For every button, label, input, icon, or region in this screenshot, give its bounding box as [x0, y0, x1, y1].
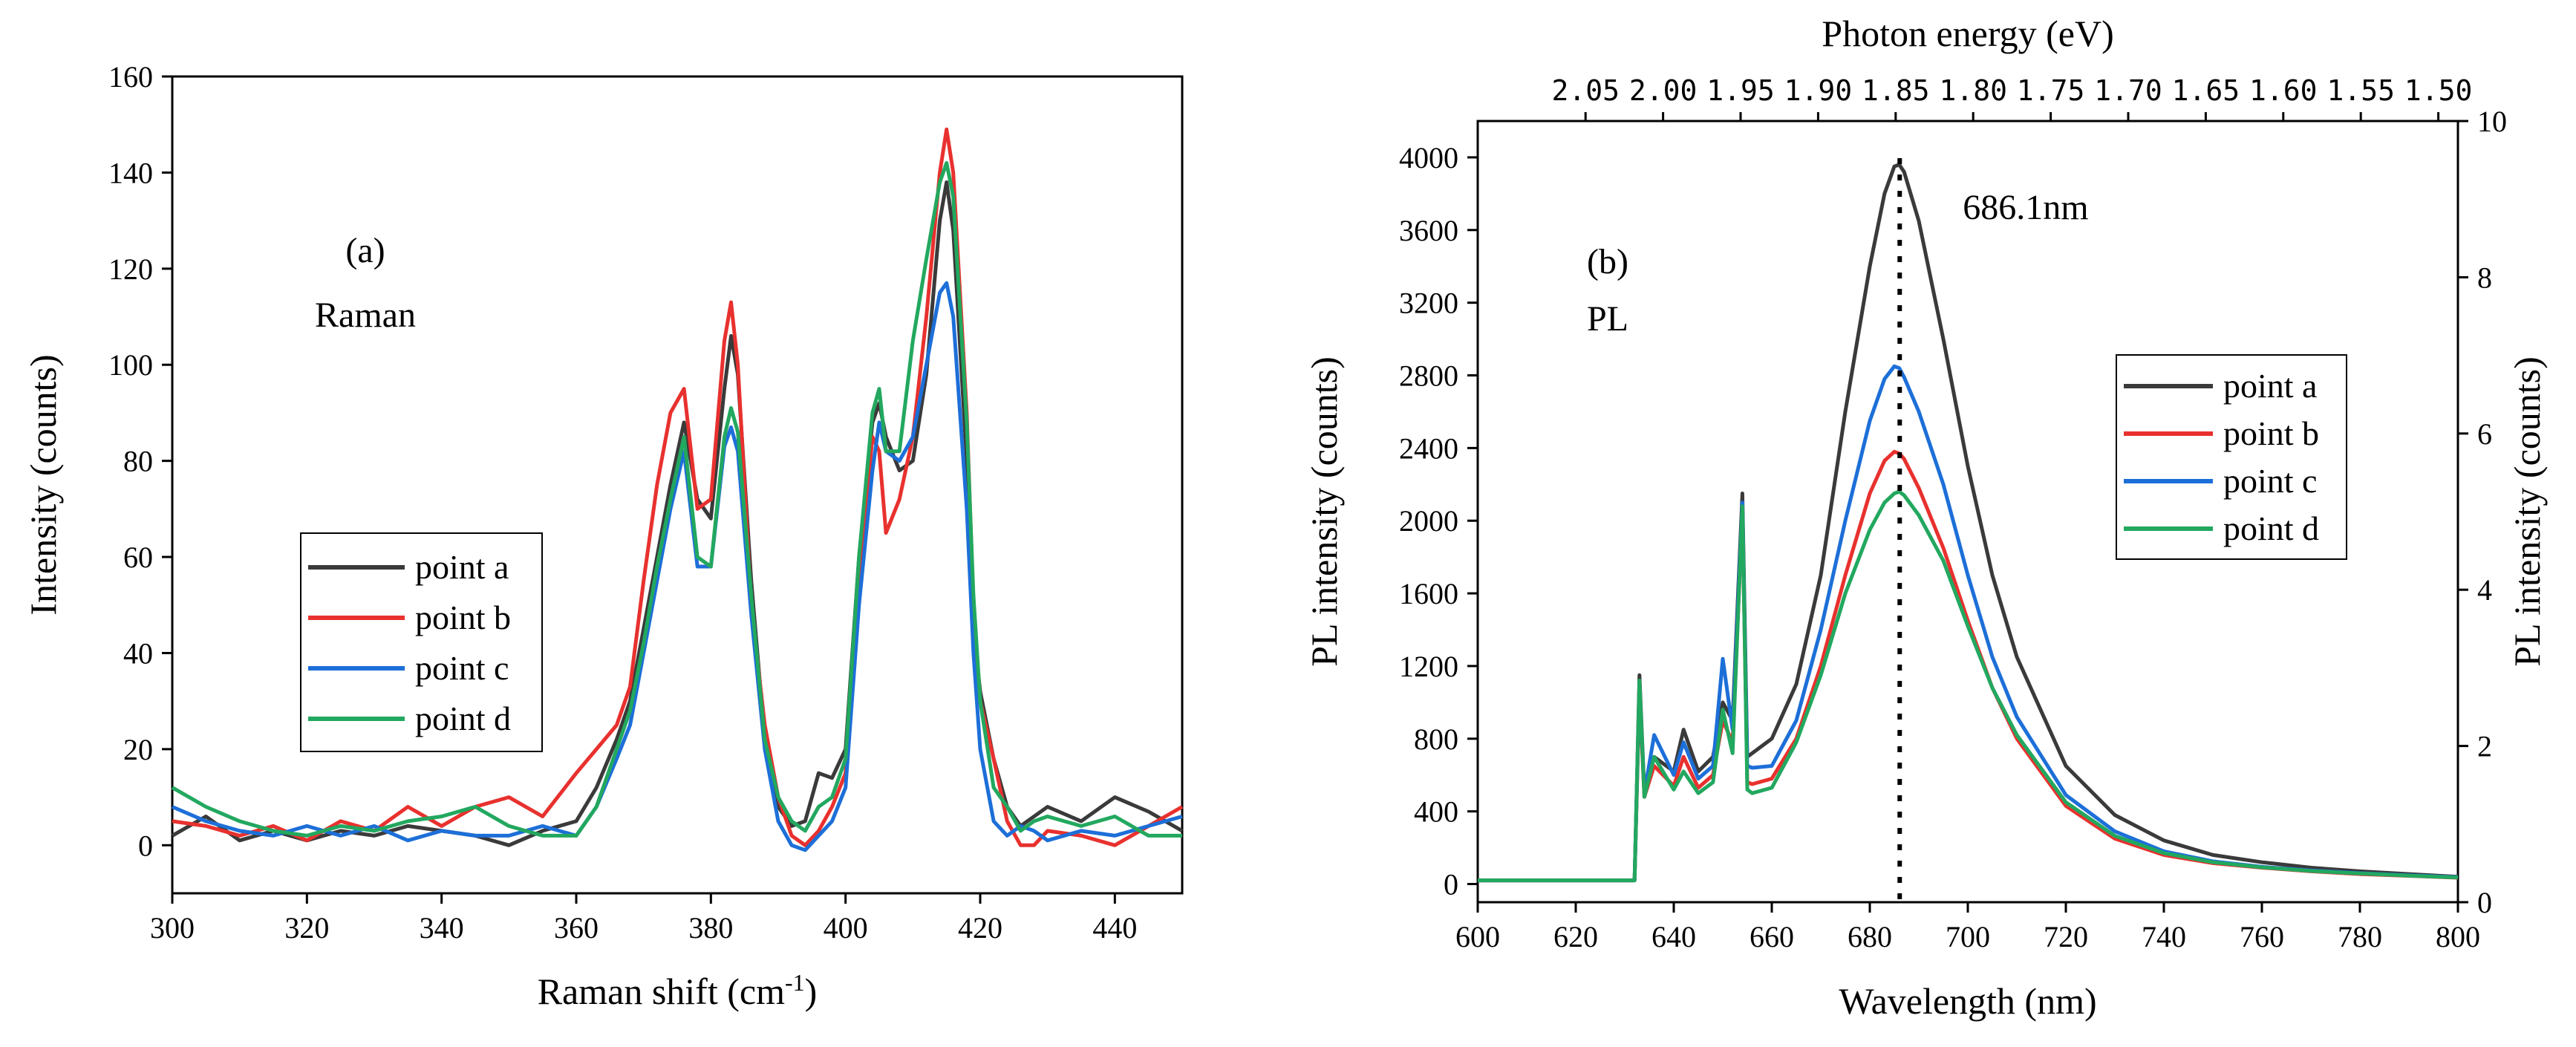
pl-series-point-a	[1478, 163, 2459, 883]
pl-x-tick-label: 700	[1946, 920, 1990, 953]
pl-y-tick-label: 1600	[1399, 577, 1458, 610]
pl-top-tick-label: 1.80	[1939, 74, 2007, 107]
pl-legend: point a point b point c point d	[2116, 354, 2347, 560]
pl-chart: 600 620 640 660 680 700 720 740 760 780 800 040080…	[1303, 13, 2548, 1022]
pl-top-tick-label: 1.95	[1706, 74, 1775, 107]
raman-y-axis-title: Intensity (counts)	[22, 354, 64, 615]
peak-annotation: 686.1nm	[1963, 188, 2088, 227]
raman-x-tick-label: 420	[958, 911, 1002, 945]
pl-legend-label: point c	[2223, 462, 2317, 500]
pl-right-y-tick-label: 6	[2477, 417, 2492, 451]
pl-right-y-ticks: 0 2 4 6 8 10	[2458, 105, 2507, 919]
pl-top-tick-label: 2.05	[1551, 74, 1620, 107]
raman-x-ticks: 300 320 340 360 380 400 420 440	[150, 893, 1137, 945]
pl-y-tick-label: 4000	[1399, 141, 1458, 174]
pl-legend-label: point a	[2223, 367, 2317, 405]
pl-top-tick-label: 1.70	[2094, 74, 2162, 107]
pl-x-tick-label: 800	[2436, 920, 2480, 953]
raman-x-tick-label: 400	[824, 911, 868, 945]
pl-top-tick-label: 1.85	[1862, 74, 1930, 107]
pl-top-ticks: 2.05 2.00 1.95 1.90 1.85 1.80 1.75 1.70 1.65 1.60…	[1551, 74, 2472, 121]
pl-x-tick-label: 600	[1455, 920, 1500, 953]
pl-panel-label: (b)	[1587, 242, 1628, 281]
raman-series-point-d	[171, 161, 1182, 838]
pl-top-tick-label: 1.65	[2172, 74, 2240, 107]
pl-x-tick-label: 660	[1750, 920, 1794, 953]
raman-x-tick-label: 360	[554, 911, 599, 945]
raman-y-tick-label: 100	[108, 348, 153, 382]
pl-y-tick-label: 400	[1414, 795, 1458, 829]
pl-y-tick-label: 800	[1414, 723, 1458, 756]
pl-top-tick-label: 1.60	[2249, 74, 2318, 107]
raman-panel-label: (a)	[345, 231, 385, 270]
raman-x-tick-label: 380	[688, 911, 733, 945]
pl-legend-box	[2116, 354, 2347, 560]
raman-y-tick-label: 60	[123, 541, 153, 574]
pl-title: PL	[1587, 299, 1628, 339]
raman-y-ticks: 0 20 40 60 80 100 120 140 160	[108, 60, 172, 862]
pl-x-tick-label: 640	[1651, 920, 1696, 953]
pl-y-tick-label: 0	[1444, 868, 1458, 901]
raman-x-tick-label: 440	[1092, 911, 1137, 945]
raman-plot-frame	[171, 75, 1184, 895]
pl-top-tick-label: 1.90	[1784, 74, 1853, 107]
pl-right-y-tick-label: 8	[2477, 261, 2492, 294]
raman-y-tick-label: 120	[108, 252, 153, 286]
pl-x-tick-label: 780	[2338, 920, 2382, 953]
pl-x-tick-label: 760	[2240, 920, 2284, 953]
pl-y-tick-label: 3200	[1399, 287, 1458, 320]
pl-right-y-tick-label: 10	[2477, 105, 2507, 138]
raman-y-tick-label: 40	[123, 636, 153, 670]
raman-x-tick-label: 320	[284, 911, 329, 945]
raman-x-axis-title: Raman shift (cm-1)	[538, 969, 818, 1012]
raman-title: Raman	[315, 296, 416, 335]
pl-right-y-tick-label: 0	[2477, 886, 2492, 919]
pl-x-ticks: 600 620 640 660 680 700 720 740 760 780 800	[1455, 902, 2480, 953]
pl-series-point-b	[1478, 449, 2459, 883]
pl-series-group	[1478, 163, 2459, 883]
pl-x-axis-title: Wavelength (nm)	[1839, 980, 2096, 1022]
pl-y-tick-label: 3600	[1399, 214, 1458, 247]
raman-legend-label: point d	[415, 699, 511, 737]
pl-y-tick-label: 2000	[1399, 504, 1458, 538]
pl-y-tick-label: 1200	[1399, 650, 1458, 683]
pl-right-y-tick-label: 4	[2477, 573, 2492, 607]
pl-x-tick-label: 680	[1848, 920, 1892, 953]
raman-legend: point a point b point c point d	[300, 532, 543, 752]
pl-y-tick-label: 2400	[1399, 431, 1458, 465]
raman-legend-label: point c	[415, 649, 509, 687]
raman-y-tick-label: 80	[123, 445, 153, 478]
pl-top-tick-label: 1.50	[2404, 74, 2473, 107]
raman-y-tick-label: 20	[123, 733, 153, 766]
pl-x-tick-label: 740	[2142, 920, 2186, 953]
pl-series-point-d	[1478, 489, 2459, 883]
pl-right-y-tick-label: 2	[2477, 730, 2492, 763]
raman-x-axis-title-sup: -1	[785, 969, 805, 996]
pl-top-axis-title: Photon energy (eV)	[1822, 13, 2113, 54]
pl-legend-label: point d	[2223, 509, 2319, 547]
pl-right-y-axis-title: PL intensity (counts)	[2506, 356, 2548, 667]
raman-legend-label: point a	[415, 548, 509, 586]
pl-top-tick-label: 2.00	[1629, 74, 1698, 107]
raman-series-point-c	[172, 281, 1183, 852]
raman-x-tick-label: 300	[150, 911, 195, 945]
pl-y-tick-label: 2800	[1399, 359, 1458, 393]
pl-top-tick-label: 1.75	[2017, 74, 2085, 107]
raman-series-group	[171, 127, 1184, 852]
pl-x-tick-label: 720	[2044, 920, 2088, 953]
raman-chart: 300 320 340 360 380 400 420 440 0 20 40 60 80 100 120…	[22, 60, 1184, 1012]
raman-x-tick-label: 340	[420, 911, 464, 945]
pl-legend-label: point b	[2223, 414, 2319, 452]
raman-legend-label: point b	[415, 598, 511, 636]
raman-y-tick-label: 160	[108, 60, 153, 94]
raman-y-tick-label: 140	[108, 156, 153, 189]
pl-series-point-c	[1478, 364, 2459, 883]
pl-top-tick-label: 1.55	[2326, 74, 2395, 107]
pl-y-axis-title: PL intensity (counts)	[1303, 356, 1345, 667]
pl-y-ticks: 0 400 800 1200 1600 2000 2400 2800 3200 3600 4000	[1399, 141, 1478, 901]
pl-x-tick-label: 620	[1553, 920, 1598, 953]
raman-y-tick-label: 0	[138, 829, 153, 862]
